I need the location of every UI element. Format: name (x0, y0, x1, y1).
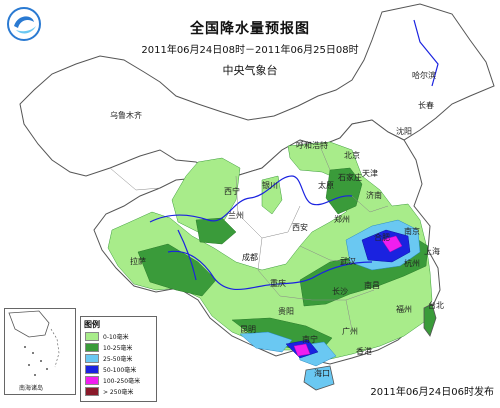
legend-title: 图例 (84, 320, 100, 329)
hainan-island (303, 365, 335, 391)
city-label: 成都 (242, 253, 258, 262)
city-label: 乌鲁木齐 (110, 111, 142, 120)
city-label: 武汉 (340, 257, 356, 266)
legend-label: 25-50毫米 (103, 356, 133, 363)
legend-swatch (85, 376, 99, 385)
legend-item: 10-25毫米 (85, 343, 132, 352)
city-label: 呼和浩特 (296, 141, 328, 150)
legend-swatch (85, 365, 99, 374)
city-label: 太原 (318, 181, 334, 190)
issue-time: 2011年06月24日06时发布 (370, 387, 494, 398)
city-label: 长沙 (332, 287, 348, 296)
taiwan-island (423, 303, 437, 337)
city-label: 兰州 (228, 211, 244, 220)
legend-swatch (85, 354, 99, 363)
legend: 图例 0-10毫米 10-25毫米 25-50毫米 50-100毫米 100-2… (80, 316, 157, 402)
city-label: 西安 (292, 223, 308, 232)
city-label: 杭州 (404, 259, 420, 268)
city-label: 天津 (362, 169, 378, 178)
legend-label: 10-25毫米 (103, 345, 133, 352)
rain-band-light (107, 141, 433, 361)
legend-item: 0-10毫米 (85, 332, 129, 341)
city-label: 南昌 (364, 281, 380, 290)
legend-item: 50-100毫米 (85, 365, 136, 374)
legend-swatch (85, 343, 99, 352)
south-china-sea-inset: 南海诸岛 (4, 308, 76, 395)
city-label: 沈阳 (396, 127, 412, 136)
city-label: 海口 (314, 369, 330, 378)
rivers (149, 19, 439, 291)
cma-logo (7, 7, 41, 41)
city-label: 福州 (396, 305, 412, 314)
issuer-label: 中央气象台 (222, 64, 278, 77)
city-label: 贵阳 (278, 307, 294, 316)
legend-item: > 250毫米 (85, 387, 133, 396)
city-label: 合肥 (374, 233, 390, 242)
legend-label: 100-250毫米 (103, 378, 141, 385)
city-label: 长春 (418, 101, 434, 110)
legend-label: > 250毫米 (103, 389, 134, 396)
city-label: 南宁 (302, 335, 318, 344)
city-label: 哈尔滨 (412, 71, 436, 80)
legend-swatch (85, 332, 99, 341)
city-label: 上海 (424, 247, 440, 256)
city-label: 郑州 (334, 215, 350, 224)
legend-item: 25-50毫米 (85, 354, 132, 363)
inset-label: 南海诸岛 (19, 385, 44, 392)
city-label: 重庆 (270, 279, 286, 288)
city-label: 南京 (404, 227, 420, 236)
city-label: 广州 (342, 327, 358, 336)
city-label: 昆明 (240, 325, 256, 334)
city-label: 西宁 (224, 187, 240, 196)
city-label: 银川 (262, 181, 278, 190)
map-title: 全国降水量预报图 (190, 21, 310, 37)
inset-map (8, 310, 60, 376)
city-label: 香港 (356, 347, 372, 356)
city-label: 拉萨 (130, 257, 146, 266)
city-label: 济南 (366, 191, 382, 200)
legend-label: 50-100毫米 (103, 367, 137, 374)
city-label: 北京 (344, 151, 360, 160)
legend-swatch (85, 387, 99, 396)
legend-item: 100-250毫米 (85, 376, 140, 385)
city-label: 石家庄 (338, 173, 362, 182)
city-label: 台北 (428, 301, 444, 310)
legend-label: 0-10毫米 (103, 334, 129, 341)
province-borders (109, 145, 389, 331)
forecast-period: 2011年06月24日08时－2011年06月25日08时 (141, 45, 359, 56)
